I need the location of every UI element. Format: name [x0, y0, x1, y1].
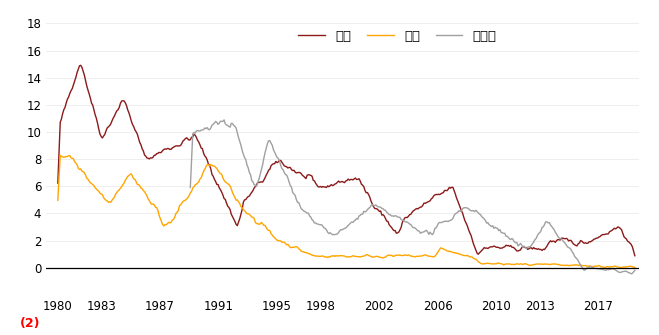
日本: [56, 153, 64, 157]
Line: 美国: 美国: [58, 65, 635, 256]
Legend: 美国, 日本, 欧元区: 美国, 日本, 欧元区: [293, 24, 502, 48]
日本: [631, 265, 639, 269]
Line: 日本: 日本: [58, 155, 635, 268]
美国: [54, 181, 62, 185]
日本: [406, 253, 414, 257]
欧元区: [366, 205, 374, 209]
日本: [54, 198, 62, 202]
美国: [378, 213, 386, 217]
美国: [579, 241, 587, 245]
日本: [378, 256, 386, 260]
欧元区: [627, 272, 635, 276]
日本: [601, 266, 609, 270]
日本: [479, 262, 487, 266]
美国: [406, 213, 414, 217]
日本: [299, 250, 306, 254]
欧元区: [631, 268, 639, 272]
欧元区: [220, 118, 228, 122]
美国: [235, 220, 243, 224]
美国: [76, 63, 84, 67]
欧元区: [186, 186, 194, 190]
欧元区: [361, 210, 369, 214]
欧元区: [574, 259, 582, 263]
欧元区: [265, 139, 273, 143]
日本: [235, 200, 243, 204]
欧元区: [553, 232, 561, 236]
Text: (2): (2): [20, 317, 40, 330]
日本: [579, 264, 587, 268]
Line: 欧元区: 欧元区: [190, 120, 635, 274]
美国: [631, 254, 639, 258]
美国: [299, 173, 306, 177]
美国: [479, 247, 487, 251]
欧元区: [511, 241, 519, 245]
